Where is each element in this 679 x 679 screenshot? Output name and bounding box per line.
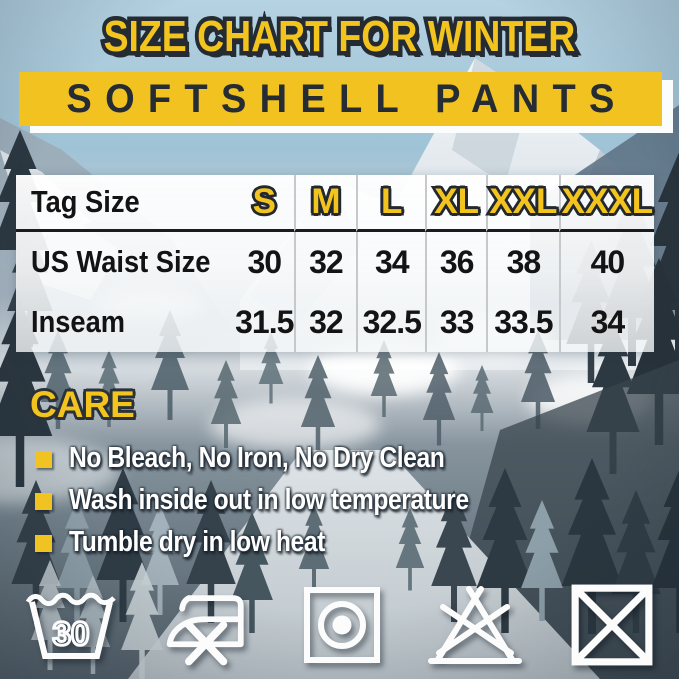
waist-value-xxxl: 40 xyxy=(558,232,654,292)
page-title-text: SIZE CHART FOR WINTER xyxy=(103,12,576,61)
inseam-value-xxxl: 34 xyxy=(558,292,654,352)
column-header-xxxl-outline: XXXL xyxy=(559,180,655,224)
column-header-xl: XL XL xyxy=(425,175,486,232)
page-title: SIZE CHART FOR WINTER SIZE CHART FOR WIN… xyxy=(0,8,679,66)
waist-value-xxl: 38 xyxy=(485,232,559,292)
waist-value-l-text: 34 xyxy=(374,243,410,280)
column-header-xxl-text: XXL xyxy=(489,182,558,221)
row-label-text: US Waist Size xyxy=(31,244,211,279)
waist-value-xl-text: 36 xyxy=(439,243,475,280)
column-header-s-text: S xyxy=(252,182,276,221)
row-label-us-waist-size: US Waist Size xyxy=(16,232,235,292)
product-banner: SOFTSHELL PANTS xyxy=(19,72,662,126)
inseam-value-xxxl-text: 34 xyxy=(590,303,626,340)
column-header-xxxl: XXXL XXXL xyxy=(558,175,656,232)
column-header-xxl-outline: XXL xyxy=(487,180,560,224)
row-label-inseam: Inseam xyxy=(16,292,235,352)
bullet-square-icon xyxy=(35,535,52,552)
waist-value-m: 32 xyxy=(293,232,357,292)
inseam-value-l-text: 32.5 xyxy=(362,303,422,340)
column-header-xxxl-text: XXXL xyxy=(561,182,654,221)
inseam-value-xxl-text: 33.5 xyxy=(494,303,553,340)
inseam-value-xxl: 33.5 xyxy=(485,292,559,352)
care-item-text: No Bleach, No Iron, No Dry Clean xyxy=(69,442,445,474)
corner-label-text: Tag Size xyxy=(31,184,140,219)
care-heading: CARE CARE xyxy=(28,382,138,428)
inseam-value-xl-text: 33 xyxy=(439,303,475,340)
column-header-l-outline: L xyxy=(379,180,405,224)
column-header-xl-outline: XL xyxy=(432,180,482,224)
care-item-text: Tumble dry in low heat xyxy=(69,526,325,558)
column-header-m-text: M xyxy=(311,182,341,221)
do-not-dry-clean-icon xyxy=(571,584,653,666)
waist-value-l: 34 xyxy=(356,232,425,292)
column-header-l-text: L xyxy=(381,182,403,221)
tumble-dry-low-heat-icon xyxy=(303,587,380,663)
care-heading-outline: CARE xyxy=(28,382,138,428)
care-item-text: Wash inside out in low temperature xyxy=(69,484,469,516)
inseam-value-l: 32.5 xyxy=(356,292,425,352)
do-not-iron-icon xyxy=(166,595,244,666)
waist-value-xl: 36 xyxy=(425,232,486,292)
table-corner-label: Tag Size xyxy=(16,175,235,232)
inseam-value-s: 31.5 xyxy=(235,292,294,352)
inseam-value-xl: 33 xyxy=(425,292,486,352)
waist-value-m-text: 32 xyxy=(309,243,344,280)
do-not-bleach-icon xyxy=(428,586,523,664)
machine-wash-30-icon: 30 xyxy=(25,592,116,659)
column-header-xl-text: XL xyxy=(434,182,479,221)
waist-value-s-text: 30 xyxy=(247,243,282,280)
bullet-square-icon xyxy=(35,451,52,468)
care-item: Tumble dry in low heat xyxy=(30,526,669,559)
banner-text: SOFTSHELL PANTS xyxy=(66,76,628,121)
care-heading-text: CARE xyxy=(30,384,135,425)
inseam-value-m-text: 32 xyxy=(309,303,344,340)
row-label-text: Inseam xyxy=(31,304,126,339)
column-header-xxl: XXL XXL xyxy=(485,175,560,232)
column-header-s-outline: S xyxy=(250,180,278,224)
care-item: No Bleach, No Iron, No Dry Clean xyxy=(30,442,669,475)
waist-value-s: 30 xyxy=(235,232,294,292)
care-symbols-row: 30 xyxy=(24,578,655,672)
inseam-value-s-text: 31.5 xyxy=(235,303,294,340)
care-list: No Bleach, No Iron, No Dry Clean Wash in… xyxy=(30,442,669,559)
care-item: Wash inside out in low temperature xyxy=(30,484,669,517)
care-section: CARE CARE No Bleach, No Iron, No Dry Cle… xyxy=(28,382,669,568)
inseam-value-m: 32 xyxy=(293,292,357,352)
bullet-square-icon xyxy=(35,493,52,510)
page-title-outline: SIZE CHART FOR WINTER xyxy=(100,8,579,66)
waist-value-xxxl-text: 40 xyxy=(590,243,626,280)
wash-temperature-label: 30 xyxy=(53,615,90,652)
column-header-m-outline: M xyxy=(309,180,343,224)
waist-value-xxl-text: 38 xyxy=(506,243,542,280)
